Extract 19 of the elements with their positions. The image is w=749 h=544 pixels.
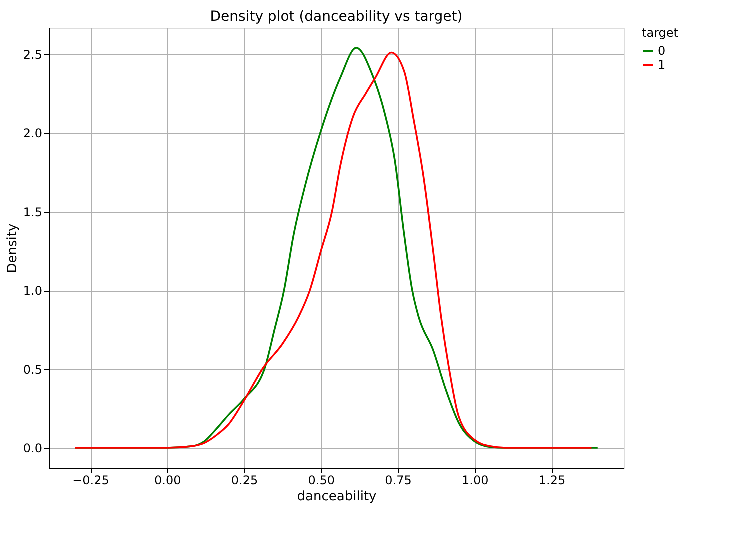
- y-tick-label: 2.5: [23, 48, 42, 62]
- legend-title: target: [642, 26, 679, 40]
- y-tick-label: 0.0: [23, 442, 42, 456]
- x-tick-label: 1.25: [538, 474, 566, 488]
- x-tick-label: 0.75: [385, 474, 412, 488]
- y-tick-label: 0.5: [23, 362, 42, 377]
- y-axis-title: Density: [5, 223, 20, 274]
- legend-label: 1: [658, 58, 666, 72]
- legend-label: 0: [658, 44, 666, 58]
- y-tick-label: 2.0: [23, 126, 42, 141]
- chart-title: Density plot (danceability vs target): [210, 9, 463, 25]
- y-tick-label: 1.0: [23, 284, 42, 298]
- x-axis-title: danceability: [297, 490, 378, 504]
- x-tick-label: 0.25: [231, 474, 258, 488]
- x-tick-label: 0.50: [308, 474, 335, 488]
- x-tick-label: −0.25: [72, 474, 110, 488]
- y-tick-label: 1.5: [23, 205, 42, 220]
- x-tick-label: 0.00: [154, 474, 182, 488]
- x-tick-label: 1.00: [462, 474, 489, 488]
